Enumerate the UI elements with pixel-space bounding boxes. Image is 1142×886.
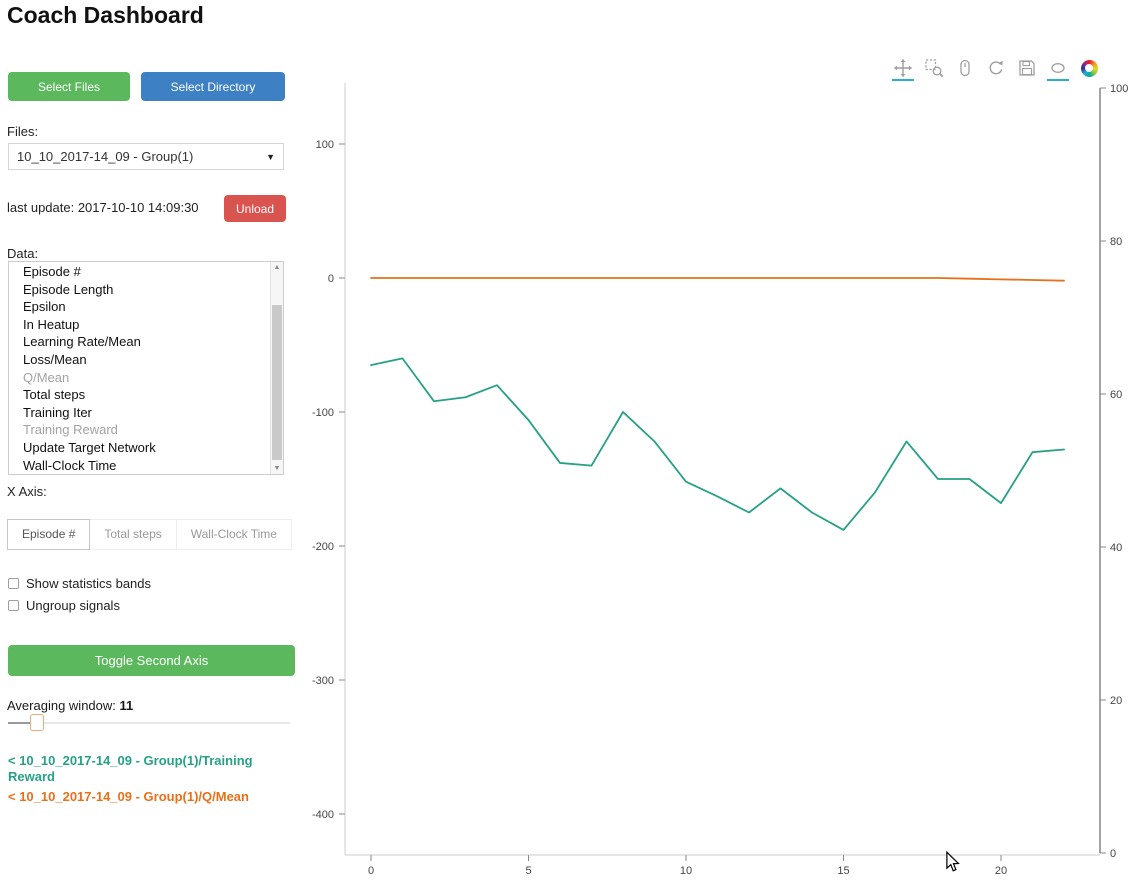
svg-text:0: 0 — [368, 865, 374, 877]
select-files-button[interactable]: Select Files — [8, 72, 130, 101]
data-list-item[interactable]: Q/Mean — [23, 369, 70, 385]
slider-fill — [8, 722, 30, 724]
data-list-item[interactable]: Wall-Clock Time — [23, 457, 117, 473]
reset-tool-icon[interactable] — [985, 57, 1007, 81]
svg-text:10: 10 — [680, 865, 692, 877]
hover-tool-icon[interactable] — [1047, 57, 1069, 81]
chart-svg[interactable]: 100 0 -100 -200 -300 -400 100 80 60 40 20 0 0 5 10 15 20 — [300, 55, 1142, 881]
x-axis-label: X Axis: — [7, 484, 47, 499]
svg-text:0: 0 — [1110, 848, 1116, 860]
slider-handle[interactable] — [30, 714, 44, 731]
svg-text:100: 100 — [316, 139, 334, 151]
ungroup-signals-row: Ungroup signals — [8, 598, 120, 613]
svg-text:-100: -100 — [312, 407, 334, 419]
pan-tool-icon[interactable] — [892, 57, 914, 81]
data-list-item[interactable]: Learning Rate/Mean — [23, 334, 141, 350]
x-axis-tab[interactable]: Episode # — [7, 519, 91, 550]
svg-text:100: 100 — [1110, 83, 1128, 95]
data-list-item[interactable]: Total steps — [23, 387, 86, 403]
x-axis-tab[interactable]: Total steps — [89, 519, 177, 550]
x-axis-tabs: Episode # Total steps Wall-Clock Time — [7, 519, 292, 550]
slider-track[interactable] — [8, 722, 290, 724]
data-list-item[interactable]: Episode Length — [23, 281, 114, 297]
svg-text:40: 40 — [1110, 542, 1122, 554]
ungroup-signals-checkbox[interactable] — [8, 600, 19, 611]
select-directory-button[interactable]: Select Directory — [141, 72, 285, 101]
svg-text:-400: -400 — [312, 809, 334, 821]
series-line — [370, 357, 1065, 531]
select-caret-icon: ▼ — [266, 151, 275, 162]
x-axis-tab[interactable]: Wall-Clock Time — [175, 519, 292, 550]
data-list-item[interactable]: Training Iter — [23, 404, 92, 420]
data-list[interactable]: Episode # Episode Length Epsilon In Heatup L… — [8, 261, 284, 475]
chart-area[interactable]: 100 0 -100 -200 -300 -400 100 80 60 40 20 0 0 5 10 15 20 — [300, 55, 1142, 881]
svg-text:-200: -200 — [312, 541, 334, 553]
data-list-item[interactable]: Episode # — [23, 264, 81, 279]
legend-entry[interactable]: < 10_10_2017-14_09 - Group(1)/Q/Mean — [8, 789, 249, 804]
data-list-item[interactable]: Epsilon — [23, 299, 66, 315]
averaging-window-value: 11 — [119, 698, 134, 713]
files-select-value: 10_10_2017-14_09 - Group(1) — [17, 149, 194, 164]
averaging-window-slider[interactable] — [8, 714, 290, 732]
legend: < 10_10_2017-14_09 - Group(1)/Training R… — [8, 753, 288, 810]
data-list-items: Episode # Episode Length Epsilon In Heatup L… — [9, 263, 270, 474]
legend-entry[interactable]: < 10_10_2017-14_09 - Group(1)/Training R… — [8, 753, 253, 784]
svg-text:80: 80 — [1110, 236, 1122, 248]
ungroup-signals-label: Ungroup signals — [26, 598, 120, 613]
wheel-zoom-tool-icon[interactable] — [954, 57, 976, 81]
scroll-down-icon[interactable]: ▼ — [273, 465, 281, 472]
chart-toolbar — [883, 57, 1100, 81]
show-statistics-bands-row: Show statistics bands — [8, 576, 151, 591]
data-list-item[interactable]: Loss/Mean — [23, 351, 87, 367]
svg-text:60: 60 — [1110, 389, 1122, 401]
data-list-item[interactable]: Training Reward — [23, 422, 118, 438]
scrollbar-thumb[interactable] — [272, 305, 282, 460]
last-update-text: last update: 2017-10-10 14:09:30 — [7, 200, 199, 215]
unload-button[interactable]: Unload — [224, 195, 286, 222]
averaging-window-label: Averaging window: 11 — [7, 698, 134, 713]
show-statistics-bands-label: Show statistics bands — [26, 576, 152, 591]
svg-text:-300: -300 — [312, 675, 334, 687]
svg-text:0: 0 — [328, 273, 334, 285]
scroll-up-icon[interactable]: ▲ — [273, 264, 281, 271]
files-select[interactable]: 10_10_2017-14_09 - Group(1) ▼ — [8, 143, 284, 170]
svg-text:15: 15 — [837, 865, 849, 877]
data-list-item[interactable]: Update Target Network — [23, 439, 156, 455]
svg-text:20: 20 — [995, 865, 1007, 877]
data-list-item[interactable]: In Heatup — [23, 316, 80, 332]
files-label: Files: — [7, 124, 39, 139]
svg-text:20: 20 — [1110, 695, 1122, 707]
svg-text:5: 5 — [525, 865, 531, 877]
data-list-scrollbar[interactable]: ▲ ▼ — [270, 262, 283, 474]
toggle-second-axis-button[interactable]: Toggle Second Axis — [8, 645, 295, 676]
save-tool-icon[interactable] — [1016, 57, 1038, 81]
series-line — [370, 277, 1065, 282]
data-label: Data: — [7, 246, 39, 261]
show-statistics-bands-checkbox[interactable] — [8, 578, 19, 589]
page-title: Coach Dashboard — [7, 2, 204, 28]
bokeh-logo[interactable] — [1078, 57, 1100, 81]
box-zoom-tool-icon[interactable] — [923, 57, 945, 81]
